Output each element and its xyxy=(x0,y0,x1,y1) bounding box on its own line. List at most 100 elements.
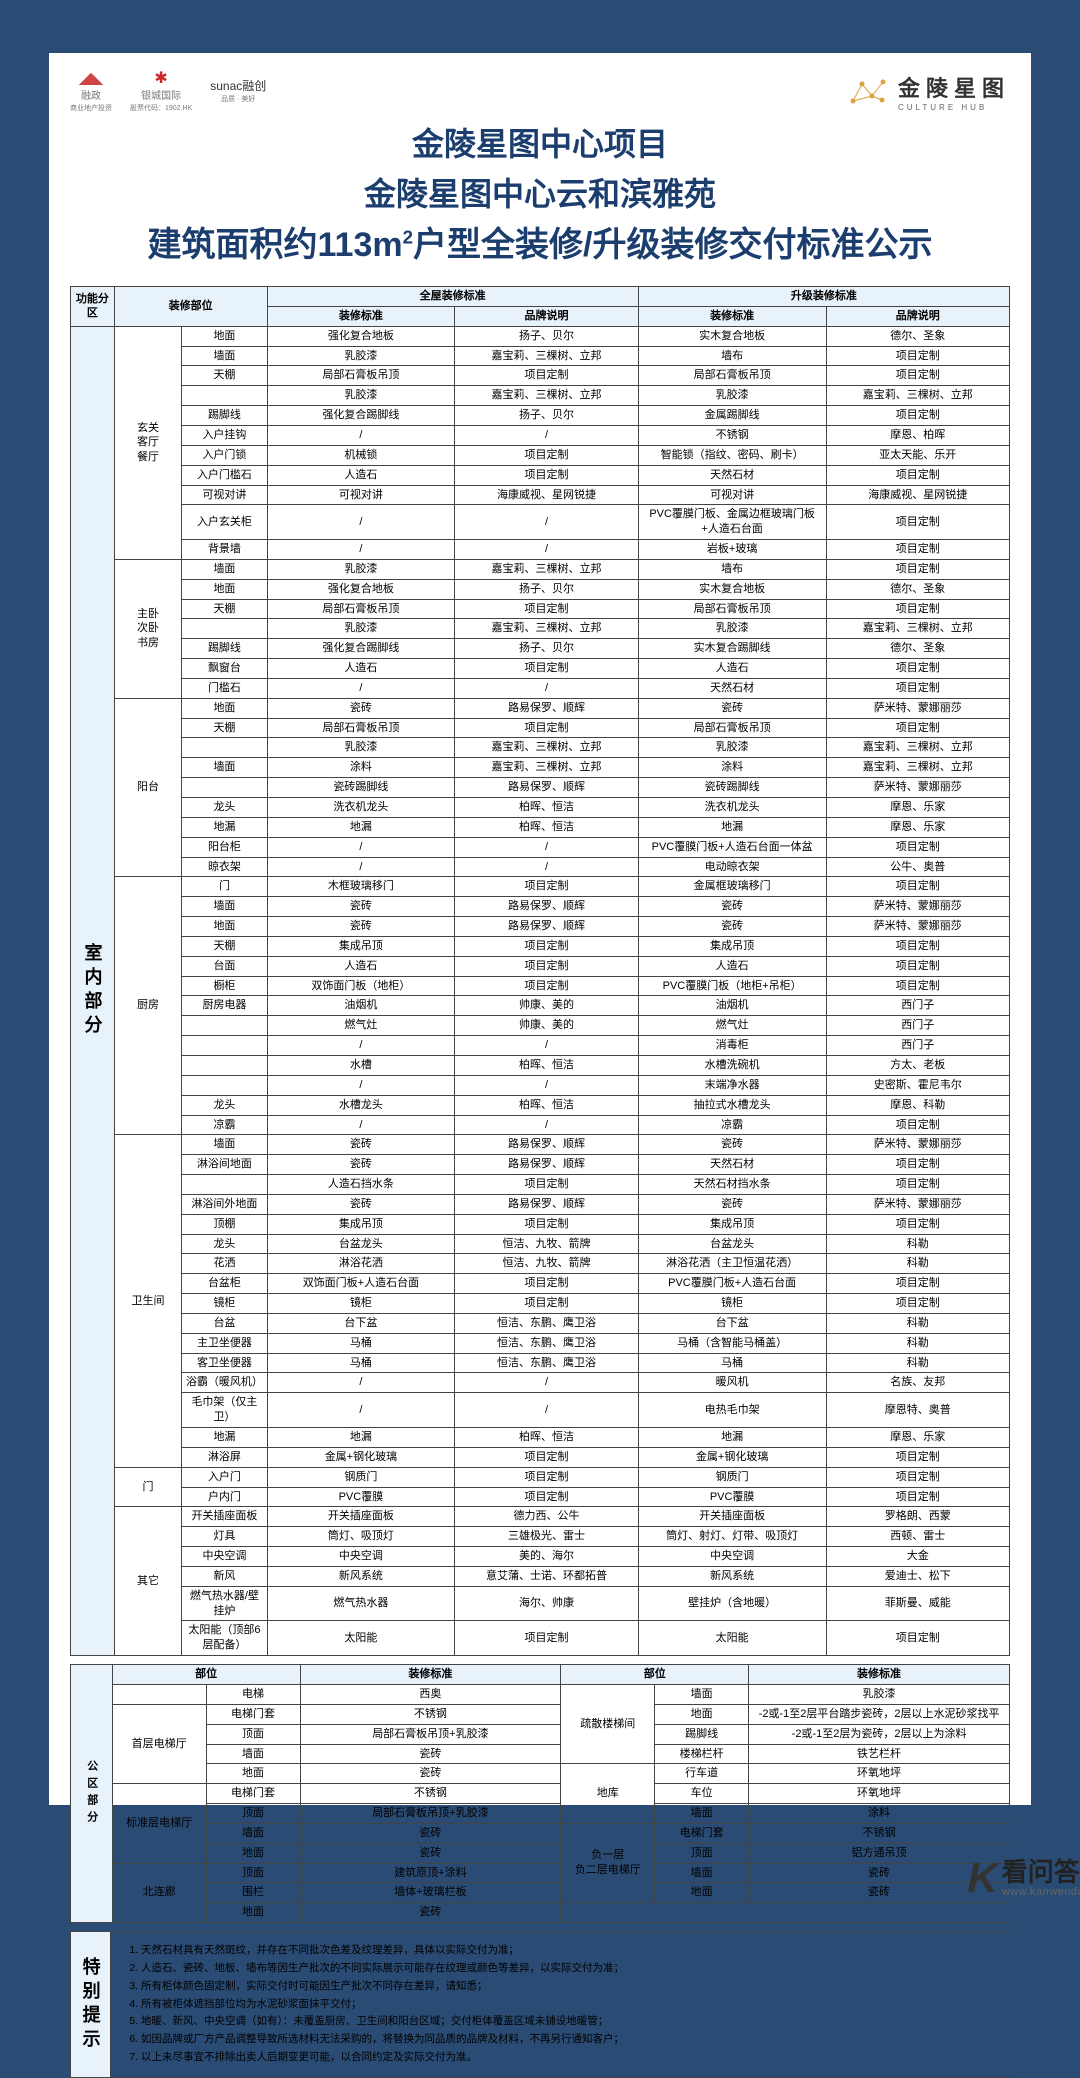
cell: 项目定制 xyxy=(455,1447,638,1467)
title-line-2: 金陵星图中心云和滨雅苑 xyxy=(70,170,1010,220)
cell: 强化复合地板 xyxy=(267,579,455,599)
cell: 西门子 xyxy=(826,996,1009,1016)
cell: 科勒 xyxy=(826,1234,1009,1254)
cell: 公牛、奥普 xyxy=(826,857,1009,877)
room-label: 玄关客厅餐厅 xyxy=(114,326,182,559)
cell: 项目定制 xyxy=(455,1467,638,1487)
cell: 台下盆 xyxy=(267,1313,455,1333)
cell: 路易保罗、顺辉 xyxy=(455,1155,638,1175)
cell: / xyxy=(455,1115,638,1135)
cell: 淋浴花洒（主卫恒温花洒） xyxy=(638,1254,826,1274)
section-label-public: 公区部分 xyxy=(71,1665,113,1923)
cell: -2或-1至2层为瓷砖，2层以上为涂料 xyxy=(749,1724,1010,1744)
room-label: 主卧次卧书房 xyxy=(114,559,182,698)
cell: 恒洁、九牧、箭牌 xyxy=(455,1254,638,1274)
cell xyxy=(182,1016,267,1036)
cell: / xyxy=(267,857,455,877)
cell: 瓷砖 xyxy=(267,698,455,718)
cell: 墙布 xyxy=(638,559,826,579)
cell: 嘉宝莉、三棵树、立邦 xyxy=(455,758,638,778)
cell: / xyxy=(455,1036,638,1056)
cell: 集成吊顶 xyxy=(638,936,826,956)
cell: 项目定制 xyxy=(826,1115,1009,1135)
cell: 墙面 xyxy=(182,897,267,917)
cell: PVC覆膜门板（地柜+吊柜） xyxy=(638,976,826,996)
cell xyxy=(182,1055,267,1075)
room-label: 北连廊 xyxy=(112,1863,206,1923)
cell: 铁艺栏杆 xyxy=(749,1744,1010,1764)
cell: 路易保罗、顺辉 xyxy=(455,897,638,917)
logo-text: 融政 xyxy=(81,90,101,104)
cell: / xyxy=(267,678,455,698)
th-func: 功能分区 xyxy=(71,287,115,327)
cell: 顶面 xyxy=(655,1843,749,1863)
document-page: ◢◣ 融政 商业地产投资 ✱ 银城国际 股票代码：1902.HK sunac融创… xyxy=(46,50,1034,1808)
cell: 恒洁、东鹏、鹰卫浴 xyxy=(455,1353,638,1373)
cell: 项目定制 xyxy=(826,559,1009,579)
cell: 项目定制 xyxy=(826,1214,1009,1234)
cell: 木框玻璃移门 xyxy=(267,877,455,897)
cell: 墙面 xyxy=(182,758,267,778)
th-std2: 装修标准 xyxy=(638,306,826,326)
cell: 筒灯、吸顶灯 xyxy=(267,1527,455,1547)
cell: 路易保罗、顺辉 xyxy=(455,698,638,718)
room-label: 地库 xyxy=(561,1764,655,1824)
note-item: 天然石材具有天然斑纹，并存在不同批次色差及纹理差异，具体以实际交付为准； xyxy=(141,1942,997,1960)
cell: 台盆龙头 xyxy=(267,1234,455,1254)
th-full: 全屋装修标准 xyxy=(267,287,638,307)
cell: 凉霸 xyxy=(638,1115,826,1135)
cell xyxy=(182,386,267,406)
watermark-url: www.kanwenda.com xyxy=(1002,1886,1080,1898)
cell: 项目定制 xyxy=(826,956,1009,976)
cell: 行车道 xyxy=(655,1764,749,1784)
cell: 涂料 xyxy=(638,758,826,778)
cell: 瓷砖 xyxy=(267,1194,455,1214)
cell: 德尔、圣象 xyxy=(826,639,1009,659)
cell: 墙面 xyxy=(655,1804,749,1824)
cell: 科勒 xyxy=(826,1254,1009,1274)
cell: 项目定制 xyxy=(455,1487,638,1507)
cell: 柏晖、恒洁 xyxy=(455,798,638,818)
cell: 项目定制 xyxy=(826,465,1009,485)
cell: 不锈钢 xyxy=(300,1704,561,1724)
logo-sunac: sunac融创 品质 · 美好 xyxy=(210,78,266,105)
cell: 马桶 xyxy=(638,1353,826,1373)
cell: 毛巾架（仅主卫） xyxy=(182,1393,267,1428)
cell: 新风系统 xyxy=(267,1566,455,1586)
cell: 嘉宝莉、三棵树、立邦 xyxy=(826,386,1009,406)
cell: 金属踢脚线 xyxy=(638,406,826,426)
cell: 电梯门套 xyxy=(206,1784,300,1804)
cell: 乳胶漆 xyxy=(267,386,455,406)
cell: PVC覆膜门板+人造石台面 xyxy=(638,1274,826,1294)
cell: 阳台柜 xyxy=(182,837,267,857)
cell: 龙头 xyxy=(182,798,267,818)
cell: 墙面 xyxy=(182,559,267,579)
cell: 入户玄关柜 xyxy=(182,505,267,540)
cell: 灯具 xyxy=(182,1527,267,1547)
cell: 扬子、贝尔 xyxy=(455,326,638,346)
cell: 项目定制 xyxy=(455,366,638,386)
cell: / xyxy=(267,425,455,445)
cell: 主卫坐便器 xyxy=(182,1333,267,1353)
cell: 项目定制 xyxy=(455,1621,638,1656)
cell: 局部石膏板吊顶+乳胶漆 xyxy=(300,1724,561,1744)
cell: 水槽龙头 xyxy=(267,1095,455,1115)
cell: 瓷砖 xyxy=(267,897,455,917)
cell: 亚太天能、乐开 xyxy=(826,445,1009,465)
cell: 嘉宝莉、三棵树、立邦 xyxy=(455,346,638,366)
cell: 龙头 xyxy=(182,1095,267,1115)
cell: / xyxy=(455,857,638,877)
note-item: 如因品牌或厂方产品调整导致所选材料无法采购的，将替换为同品质的品牌及材料，不再另… xyxy=(141,2031,997,2049)
cell: 燃气热水器 xyxy=(267,1586,455,1621)
notice-label: 特别提示 xyxy=(71,1932,111,2078)
th: 装修标准 xyxy=(749,1665,1010,1685)
cell: 墙面 xyxy=(182,346,267,366)
cell: 不锈钢 xyxy=(638,425,826,445)
cell: 嘉宝莉、三棵树、立邦 xyxy=(455,559,638,579)
cell: 户内门 xyxy=(182,1487,267,1507)
cell: 马桶（含智能马桶盖） xyxy=(638,1333,826,1353)
cell: 项目定制 xyxy=(455,936,638,956)
cell: / xyxy=(267,1075,455,1095)
cell: 萨米特、蒙娜丽莎 xyxy=(826,1135,1009,1155)
cell: 集成吊顶 xyxy=(638,1214,826,1234)
